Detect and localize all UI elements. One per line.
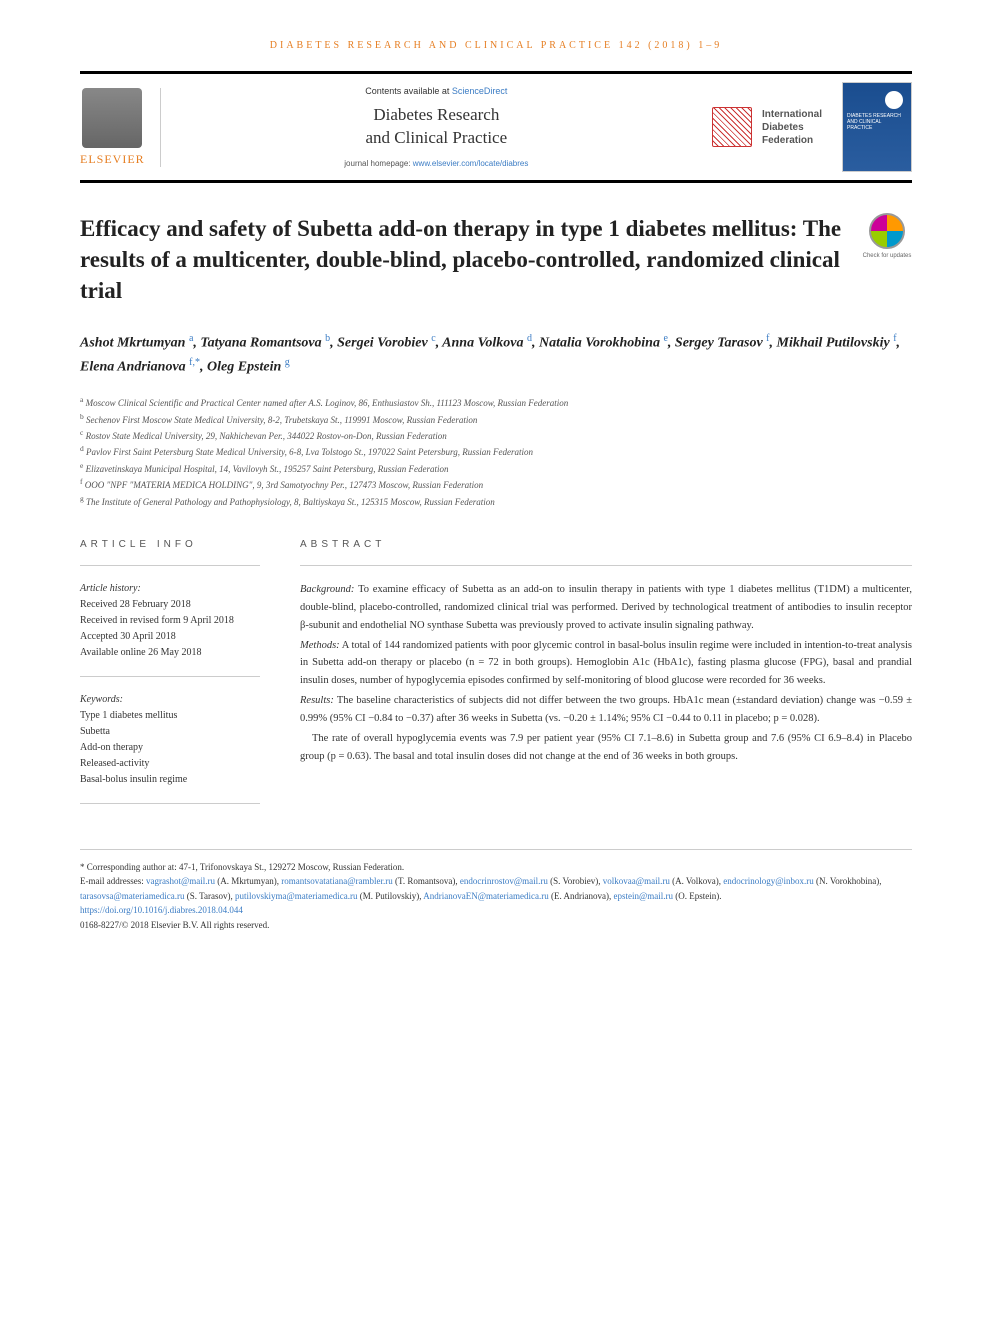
received-date: Received 28 February 2018: [80, 597, 260, 613]
divider: [80, 676, 260, 677]
author-email-link[interactable]: AndrianovaEN@materiamedica.ru: [423, 891, 549, 901]
footer: * Corresponding author at: 47-1, Trifono…: [80, 849, 912, 932]
affiliation-line: d Pavlov First Saint Petersburg State Me…: [80, 443, 912, 459]
idf-globe-icon: [712, 107, 752, 147]
keyword: Add-on therapy: [80, 740, 260, 756]
abstract-column: ABSTRACT Background: To examine efficacy…: [300, 539, 912, 819]
abstract-results: Results: The baseline characteristics of…: [300, 692, 912, 728]
content-columns: ARTICLE INFO Article history: Received 2…: [80, 539, 912, 819]
author-email-link[interactable]: tarasovsa@materiamedica.ru: [80, 891, 185, 901]
methods-text: A total of 144 randomized patients with …: [300, 640, 912, 687]
abstract-background: Background: To examine efficacy of Subet…: [300, 581, 912, 635]
contents-prefix: Contents available at: [365, 86, 452, 96]
idf-text: International Diabetes Federation: [762, 108, 822, 147]
affiliation-line: g The Institute of General Pathology and…: [80, 493, 912, 509]
idf-line3: Federation: [762, 134, 822, 147]
keywords-label: Keywords:: [80, 692, 260, 708]
results-text2: The rate of overall hypoglycemia events …: [300, 733, 912, 762]
title-row: Efficacy and safety of Subetta add-on th…: [80, 213, 912, 306]
divider: [80, 565, 260, 566]
journal-banner: ELSEVIER Contents available at ScienceDi…: [80, 71, 912, 183]
article-title: Efficacy and safety of Subetta add-on th…: [80, 213, 842, 306]
cover-title: DIABETES RESEARCH AND CLINICAL PRACTICE: [843, 83, 911, 131]
history-label: Article history:: [80, 581, 260, 597]
article-history: Article history: Received 28 February 20…: [80, 581, 260, 661]
idf-block: International Diabetes Federation: [712, 107, 822, 147]
crossmark-icon: [869, 213, 905, 249]
divider: [300, 565, 912, 566]
author-email-link[interactable]: endocrinrostov@mail.ru: [460, 876, 548, 886]
author-email-link[interactable]: volkovaa@mail.ru: [603, 876, 670, 886]
keyword: Basal-bolus insulin regime: [80, 772, 260, 788]
accepted-date: Accepted 30 April 2018: [80, 629, 260, 645]
running-header: diabetes research and clinical practice …: [80, 40, 912, 51]
keyword: Subetta: [80, 724, 260, 740]
keywords-block: Keywords: Type 1 diabetes mellitusSubett…: [80, 692, 260, 788]
affiliations: a Moscow Clinical Scientific and Practic…: [80, 394, 912, 509]
affiliation-line: f OOO "NPF "MATERIA MEDICA HOLDING", 9, …: [80, 476, 912, 492]
online-date: Available online 26 May 2018: [80, 645, 260, 661]
check-updates-button[interactable]: Check for updates: [862, 213, 912, 263]
methods-label: Methods:: [300, 640, 340, 651]
author-email-link[interactable]: epstein@mail.ru: [613, 891, 673, 901]
revised-date: Received in revised form 9 April 2018: [80, 613, 260, 629]
abstract-methods: Methods: A total of 144 randomized patie…: [300, 637, 912, 691]
journal-cover-thumbnail[interactable]: DIABETES RESEARCH AND CLINICAL PRACTICE: [842, 82, 912, 172]
idf-line1: International: [762, 108, 822, 121]
copyright: 0168-8227/© 2018 Elsevier B.V. All right…: [80, 918, 912, 932]
abstract-results2: The rate of overall hypoglycemia events …: [300, 730, 912, 766]
email-label: E-mail addresses:: [80, 876, 144, 886]
affiliation-line: b Sechenov First Moscow State Medical Un…: [80, 411, 912, 427]
author-email-link[interactable]: putilovskiyma@materiamedica.ru: [235, 891, 358, 901]
results-text1: The baseline characteristics of subjects…: [300, 695, 912, 724]
homepage-prefix: journal homepage:: [344, 159, 413, 168]
doi-link[interactable]: https://doi.org/10.1016/j.diabres.2018.0…: [80, 905, 243, 915]
homepage-line: journal homepage: www.elsevier.com/locat…: [181, 159, 692, 168]
contents-line: Contents available at ScienceDirect: [181, 86, 692, 96]
abstract-text: Background: To examine efficacy of Subet…: [300, 581, 912, 765]
author-email-link[interactable]: romantsovatatiana@rambler.ru: [281, 876, 393, 886]
article-info-head: ARTICLE INFO: [80, 539, 260, 550]
journal-name: Diabetes Research and Clinical Practice: [181, 104, 692, 148]
journal-info: Contents available at ScienceDirect Diab…: [181, 86, 692, 167]
affiliation-line: e Elizavetinskaya Municipal Hospital, 14…: [80, 460, 912, 476]
authors-list: Ashot Mkrtumyan a, Tatyana Romantsova b,…: [80, 331, 912, 379]
homepage-link[interactable]: www.elsevier.com/locate/diabres: [413, 159, 529, 168]
elsevier-label: ELSEVIER: [80, 152, 145, 167]
background-label: Background:: [300, 584, 354, 595]
keyword: Released-activity: [80, 756, 260, 772]
idf-line2: Diabetes: [762, 121, 822, 134]
email-addresses: E-mail addresses: vagrashot@mail.ru (A. …: [80, 874, 912, 903]
elsevier-logo[interactable]: ELSEVIER: [80, 88, 161, 167]
background-text: To examine efficacy of Subetta as an add…: [300, 584, 912, 631]
author-email-link[interactable]: vagrashot@mail.ru: [146, 876, 215, 886]
sciencedirect-link[interactable]: ScienceDirect: [452, 86, 508, 96]
article-info-column: ARTICLE INFO Article history: Received 2…: [80, 539, 260, 819]
affiliation-line: a Moscow Clinical Scientific and Practic…: [80, 394, 912, 410]
check-updates-label: Check for updates: [862, 253, 912, 259]
author-email-link[interactable]: endocrinology@inbox.ru: [723, 876, 814, 886]
elsevier-tree-icon: [82, 88, 142, 148]
results-label: Results:: [300, 695, 334, 706]
affiliation-line: c Rostov State Medical University, 29, N…: [80, 427, 912, 443]
keyword: Type 1 diabetes mellitus: [80, 708, 260, 724]
abstract-head: ABSTRACT: [300, 539, 912, 550]
corresponding-author: * Corresponding author at: 47-1, Trifono…: [80, 860, 912, 874]
divider: [80, 803, 260, 804]
